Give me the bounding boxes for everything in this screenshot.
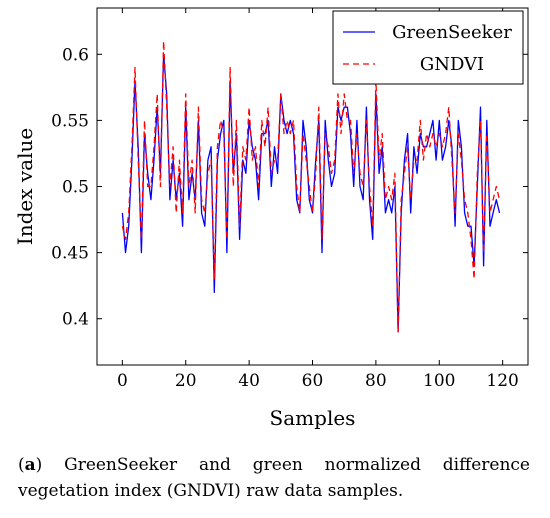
legend-box [332, 10, 524, 85]
line-chart: 0 20 40 60 80 100 120 0.4 0.45 0.5 0.55 0.6 Samples I… [13, 7, 529, 430]
x-tick-label: 0 [117, 371, 128, 391]
x-axis-label: Samples [270, 406, 356, 430]
x-tick-label: 120 [486, 371, 518, 391]
y-axis-label: Index value [13, 128, 37, 245]
legend-label: GNDVI [420, 54, 484, 75]
y-tick-label: 0.6 [62, 45, 89, 65]
chart-figure: 0 20 40 60 80 100 120 0.4 0.45 0.5 0.55 0.6 Samples I… [13, 7, 529, 430]
y-tick-label: 0.55 [51, 111, 89, 131]
y-tick-label: 0.5 [62, 178, 89, 198]
x-tick-label: 20 [175, 371, 197, 391]
y-tick-label: 0.4 [62, 310, 89, 330]
x-tick-label: 40 [238, 371, 260, 391]
legend-label: GreenSeeker [392, 22, 512, 43]
x-tick-label: 80 [365, 371, 387, 391]
y-tick-label: 0.45 [51, 244, 89, 264]
caption-text: GreenSeeker and green normalized differe… [18, 455, 530, 501]
x-tick-label: 100 [423, 371, 455, 391]
figure-caption: (a) GreenSeeker and green normalized dif… [18, 455, 530, 501]
series-line-gndvi [121, 40, 501, 333]
x-tick-label: 60 [302, 371, 324, 391]
legend: GreenSeeker GNDVI [332, 10, 524, 85]
caption-label: a [24, 455, 36, 475]
series-line-greenseeker [121, 53, 501, 333]
